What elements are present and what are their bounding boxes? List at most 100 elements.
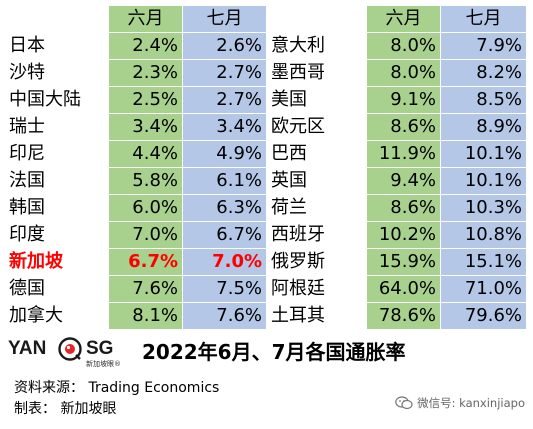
country-cell: 巴西 — [266, 140, 367, 168]
july-rate-cell: 2.7% — [182, 86, 267, 114]
country-cell: 法国 — [4, 167, 109, 195]
june-rate-cell: 9.1% — [366, 86, 441, 114]
july-rate-cell: 10.1% — [440, 167, 527, 195]
country-cell: 美国 — [266, 86, 367, 114]
july-rate-cell: 2.7% — [182, 59, 267, 87]
country-cell: 日本 — [4, 32, 109, 60]
june-rate-cell: 6.7% — [108, 248, 183, 276]
june-rate-cell: 78.6% — [366, 302, 441, 330]
july-rate-cell: 8.9% — [440, 113, 527, 141]
june-rate-cell: 8.0% — [366, 59, 441, 87]
table-row: 德国 7.6% 7.5% — [4, 275, 267, 303]
country-cell: 西班牙 — [266, 221, 367, 249]
june-rate-cell: 7.0% — [108, 221, 183, 249]
table-row: 加拿大 8.1% 7.6% — [4, 302, 267, 330]
country-cell: 德国 — [4, 275, 109, 303]
july-rate-cell: 6.1% — [182, 167, 267, 195]
june-rate-cell: 10.2% — [366, 221, 441, 249]
table-row: 意大利 8.0% 7.9% — [266, 32, 527, 60]
june-rate-cell: 6.0% — [108, 194, 183, 222]
table-row: 荷兰 8.6% 10.3% — [266, 194, 527, 222]
june-rate-cell: 2.3% — [108, 59, 183, 87]
july-rate-cell: 10.3% — [440, 194, 527, 222]
july-rate-cell: 71.0% — [440, 275, 527, 303]
june-rate-cell: 8.6% — [366, 194, 441, 222]
table-row: 瑞士 3.4% 3.4% — [4, 113, 267, 141]
wechat-icon — [395, 396, 413, 410]
right-table-body: 意大利 8.0% 7.9% 墨西哥 8.0% 8.2% 美国 9.1% 8.5% 欧元区 8.6% 8… — [266, 32, 527, 330]
country-cell: 荷兰 — [266, 194, 367, 222]
table-row: 欧元区 8.6% 8.9% — [266, 113, 527, 141]
table-row: 英国 9.4% 10.1% — [266, 167, 527, 195]
yan-sg-logo: YAN SG 新加坡眼® — [8, 336, 130, 370]
table-row: 墨西哥 8.0% 8.2% — [266, 59, 527, 87]
june-rate-cell: 3.4% — [108, 113, 183, 141]
july-rate-cell: 15.1% — [440, 248, 527, 276]
table-row: 沙特 2.3% 2.7% — [4, 59, 267, 87]
header-country — [266, 5, 367, 33]
july-rate-cell: 79.6% — [440, 302, 527, 330]
country-cell: 意大利 — [266, 32, 367, 60]
country-cell: 加拿大 — [4, 302, 109, 330]
july-rate-cell: 2.6% — [182, 32, 267, 60]
maker-credit: 制表： 新加坡眼 — [14, 401, 117, 417]
table-row: 法国 5.8% 6.1% — [4, 167, 267, 195]
table-row: 西班牙 10.2% 10.8% — [266, 221, 527, 249]
country-cell: 沙特 — [4, 59, 109, 87]
june-rate-cell: 4.4% — [108, 140, 183, 168]
table-row: 印度 7.0% 6.7% — [4, 221, 267, 249]
country-cell: 英国 — [266, 167, 367, 195]
table-row: 中国大陆 2.5% 2.7% — [4, 86, 267, 114]
july-rate-cell: 10.1% — [440, 140, 527, 168]
table-row: 韩国 6.0% 6.3% — [4, 194, 267, 222]
july-rate-cell: 6.7% — [182, 221, 267, 249]
table-header-row: 六月 七月 — [4, 5, 267, 33]
logo-text-sg: SG — [86, 338, 114, 359]
table-row: 印尼 4.4% 4.9% — [4, 140, 267, 168]
july-rate-cell: 7.5% — [182, 275, 267, 303]
june-rate-cell: 2.5% — [108, 86, 183, 114]
june-rate-cell: 64.0% — [366, 275, 441, 303]
country-cell: 瑞士 — [4, 113, 109, 141]
table-header-row: 六月 七月 — [266, 5, 527, 33]
june-rate-cell: 11.9% — [366, 140, 441, 168]
country-cell: 韩国 — [4, 194, 109, 222]
table-row: 美国 9.1% 8.5% — [266, 86, 527, 114]
july-rate-cell: 3.4% — [182, 113, 267, 141]
july-rate-cell: 8.5% — [440, 86, 527, 114]
june-rate-cell: 8.1% — [108, 302, 183, 330]
table-row: 巴西 11.9% 10.1% — [266, 140, 527, 168]
wechat-id: 微信号: kanxinjiapo — [417, 396, 525, 410]
headline: 2022年6月、7月各国通胀率 — [142, 340, 406, 364]
inflation-table-right: 六月 七月 意大利 8.0% 7.9% 墨西哥 8.0% 8.2% 美国 9.1% 8.5% 欧元… — [266, 5, 527, 330]
source-credit: 资料来源： Trading Economics — [14, 380, 220, 396]
logo-text-yan: YAN — [8, 338, 47, 359]
eye-icon — [58, 337, 82, 361]
country-cell: 欧元区 — [266, 113, 367, 141]
country-cell: 土耳其 — [266, 302, 367, 330]
june-rate-cell: 9.4% — [366, 167, 441, 195]
country-cell: 印尼 — [4, 140, 109, 168]
july-rate-cell: 6.3% — [182, 194, 267, 222]
table-row: 俄罗斯 15.9% 15.1% — [266, 248, 527, 276]
table-row: 新加坡 6.7% 7.0% — [4, 248, 267, 276]
table-row: 日本 2.4% 2.6% — [4, 32, 267, 60]
country-cell: 阿根廷 — [266, 275, 367, 303]
july-rate-cell: 8.2% — [440, 59, 527, 87]
country-cell: 俄罗斯 — [266, 248, 367, 276]
header-july: 七月 — [182, 5, 267, 33]
july-rate-cell: 4.9% — [182, 140, 267, 168]
country-cell: 中国大陆 — [4, 86, 109, 114]
july-rate-cell: 7.0% — [182, 248, 267, 276]
june-rate-cell: 7.6% — [108, 275, 183, 303]
header-country — [4, 5, 109, 33]
july-rate-cell: 7.9% — [440, 32, 527, 60]
country-cell: 印度 — [4, 221, 109, 249]
wechat-watermark: 微信号: kanxinjiapo — [395, 395, 525, 411]
june-rate-cell: 2.4% — [108, 32, 183, 60]
country-cell: 新加坡 — [4, 248, 109, 276]
table-row: 阿根廷 64.0% 71.0% — [266, 275, 527, 303]
header-june: 六月 — [108, 5, 183, 33]
logo-subtitle: 新加坡眼® — [86, 360, 121, 368]
